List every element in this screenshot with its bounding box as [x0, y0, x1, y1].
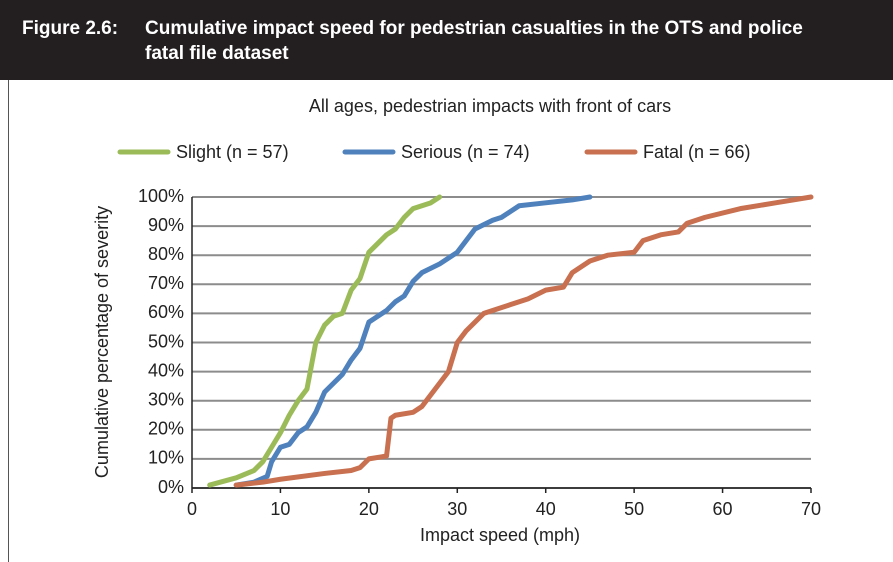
y-tick-label: 70% [148, 273, 184, 293]
y-tick-label: 30% [148, 389, 184, 409]
left-rule [8, 80, 9, 562]
chart: All ages, pedestrian impacts with front … [92, 96, 821, 545]
y-tick-label: 20% [148, 419, 184, 439]
figure-header: Figure 2.6: Cumulative impact speed for … [0, 0, 893, 80]
y-tick-label: 10% [148, 448, 184, 468]
y-tick-label: 50% [148, 331, 184, 351]
y-tick-label: 0% [158, 477, 184, 497]
x-tick-label: 0 [187, 499, 197, 519]
series-line [207, 194, 443, 488]
chart-subtitle: All ages, pedestrian impacts with front … [309, 96, 671, 116]
series-line [233, 194, 814, 488]
figure-title: Cumulative impact speed for pedestrian c… [145, 18, 803, 64]
x-tick-label: 30 [447, 499, 467, 519]
y-tick-label: 60% [148, 302, 184, 322]
series-line [233, 194, 593, 488]
y-axis-label: Cumulative percentage of severity [92, 206, 112, 478]
x-tick-label: 60 [713, 499, 733, 519]
figure-label: Figure 2.6: [22, 18, 119, 39]
x-tick-label: 40 [536, 499, 556, 519]
legend-label: Serious (n = 74) [401, 142, 530, 162]
y-tick-label: 40% [148, 360, 184, 380]
y-tick-label: 80% [148, 244, 184, 264]
x-tick-label: 10 [270, 499, 290, 519]
x-tick-label: 20 [359, 499, 379, 519]
x-axis-label: Impact speed (mph) [420, 525, 580, 545]
legend-label: Slight (n = 57) [176, 142, 289, 162]
y-tick-label: 100% [138, 186, 184, 206]
x-tick-label: 50 [624, 499, 644, 519]
legend-label: Fatal (n = 66) [643, 142, 751, 162]
x-tick-label: 70 [801, 499, 821, 519]
y-tick-label: 90% [148, 215, 184, 235]
